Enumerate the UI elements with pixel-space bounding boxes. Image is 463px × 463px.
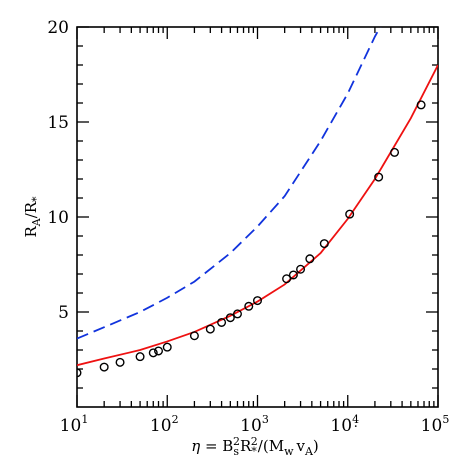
data-point bbox=[252, 296, 262, 306]
data-point bbox=[135, 352, 145, 362]
y-axis-label: RA/R* bbox=[22, 196, 43, 238]
y-tick-label: 10 bbox=[47, 208, 69, 228]
data-point bbox=[416, 100, 426, 110]
x-label-sub-w: w bbox=[284, 445, 294, 458]
data-point bbox=[77, 368, 82, 378]
y-tick-label: 20 bbox=[47, 18, 69, 38]
data-point bbox=[305, 254, 315, 264]
x-label-v: v bbox=[295, 437, 305, 455]
series-points bbox=[77, 100, 426, 378]
data-point bbox=[115, 357, 125, 367]
x-label-sub-star: * bbox=[251, 445, 257, 458]
x-tick-label: 102 bbox=[150, 413, 179, 436]
x-tick-label: 101 bbox=[60, 413, 89, 436]
x-tick-label: 105 bbox=[421, 413, 450, 436]
x-label-eta: η bbox=[191, 437, 200, 455]
x-label-close: ) bbox=[313, 437, 319, 455]
data-point bbox=[319, 239, 329, 249]
data-point bbox=[232, 309, 242, 319]
x-label-mdot: M bbox=[269, 437, 284, 455]
data-point bbox=[345, 209, 355, 219]
data-point bbox=[154, 346, 164, 356]
data-point bbox=[296, 264, 306, 274]
data-point bbox=[205, 324, 215, 334]
data-point bbox=[244, 301, 254, 311]
x-tick-labels: 101 102 103 104 105 bbox=[60, 413, 450, 436]
x-label-sup-2b: 2 bbox=[251, 435, 258, 448]
data-point bbox=[225, 313, 235, 323]
x-label-sub-a: A bbox=[304, 445, 314, 458]
y-label-r: R bbox=[22, 226, 40, 238]
series-lines bbox=[77, 27, 438, 367]
y-label-sub-star: * bbox=[30, 196, 43, 202]
red-solid-curve bbox=[77, 64, 438, 367]
x-label-sub-s: s bbox=[233, 445, 239, 458]
x-axis-label: η = Bs2R*2/(Mw vA) bbox=[191, 435, 319, 458]
blue-dashed-curve bbox=[77, 27, 382, 340]
data-point bbox=[189, 331, 199, 341]
y-label-slash: /R bbox=[22, 201, 40, 218]
data-point bbox=[99, 362, 109, 372]
data-point bbox=[217, 317, 227, 327]
x-label-sup-2a: 2 bbox=[233, 435, 240, 448]
data-point bbox=[288, 270, 298, 280]
x-tick-label: 104 bbox=[330, 413, 359, 436]
data-point bbox=[148, 348, 158, 358]
data-point bbox=[162, 342, 172, 352]
axis-ticks bbox=[76, 26, 439, 407]
y-tick-labels: 5 10 15 20 bbox=[47, 18, 69, 323]
y-tick-label: 15 bbox=[47, 113, 69, 133]
x-label-mdot-dot: ˙ bbox=[352, 423, 360, 441]
data-point bbox=[390, 147, 400, 157]
x-label-r: R bbox=[240, 437, 252, 455]
x-label-eq: = B bbox=[200, 437, 233, 455]
data-point bbox=[282, 274, 292, 284]
data-point bbox=[374, 172, 384, 182]
y-tick-label: 5 bbox=[58, 303, 69, 323]
x-tick-label: 103 bbox=[240, 413, 269, 436]
y-label-sub-a: A bbox=[30, 217, 43, 227]
x-label-div: /( bbox=[258, 437, 269, 455]
plot-frame bbox=[76, 26, 439, 408]
